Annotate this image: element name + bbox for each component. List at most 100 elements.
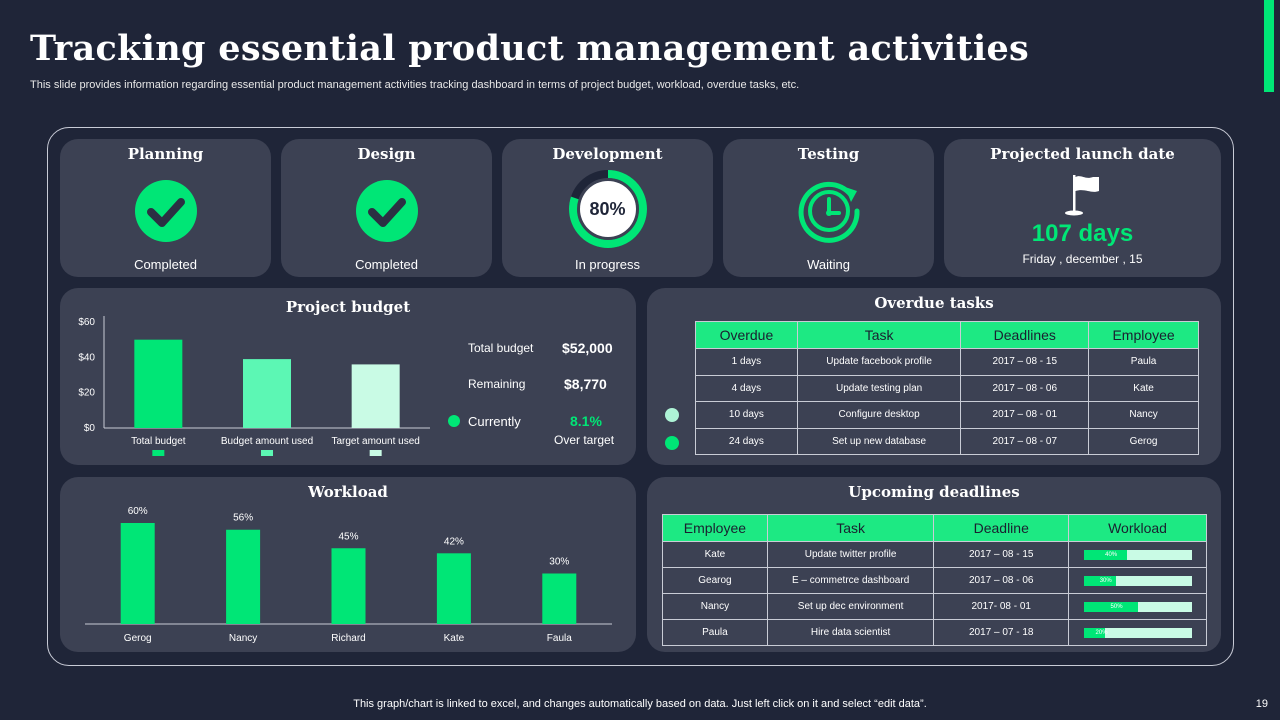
- workload-bar-fill: 30%: [1083, 575, 1116, 586]
- x-tick-label: Kate: [444, 633, 465, 644]
- x-tick-label: Gerog: [124, 633, 152, 644]
- table-cell: Update facebook profile: [796, 348, 962, 376]
- table-row: Paula Hire data scientist 2017 – 07 - 18 20…: [662, 619, 1207, 646]
- footer-note: This graph/chart is linked to excel, and…: [353, 698, 927, 710]
- table-cell: 2017 – 08 - 06: [933, 567, 1070, 594]
- check-circle-icon: [134, 179, 198, 248]
- workload-card: Workload 60% Gerog 56% Nancy 45% Richard 42% Ka…: [60, 477, 636, 652]
- currently-label: Currently: [468, 414, 521, 429]
- table-row: 4 days Update testing plan 2017 – 08 - 06 K…: [695, 374, 1199, 402]
- table-cell: Nancy: [1088, 401, 1199, 429]
- table-cell: 24 days: [695, 427, 798, 455]
- progress-ring-fill: [568, 170, 647, 248]
- stage-title: Planning: [127, 145, 204, 163]
- table-row: 1 days Update facebook profile 2017 – 08 -…: [695, 348, 1199, 376]
- data-label: 42%: [444, 536, 464, 547]
- total-budget-label: Total budget: [468, 341, 534, 355]
- y-tick-label: $40: [78, 352, 95, 363]
- legend-swatch: [369, 450, 382, 456]
- remaining-value: $8,770: [564, 376, 607, 392]
- bar: [436, 553, 471, 624]
- table-cell: 2017 – 07 - 18: [933, 619, 1070, 646]
- table-cell: Hire data scientist: [766, 619, 935, 646]
- table-cell: Update twitter profile: [766, 541, 935, 568]
- budget-chart: $0 $20 $40 $60 Total budget Budget amount use…: [78, 316, 430, 456]
- clock-refresh-icon: [795, 177, 863, 250]
- overdue-tasks-card: Overdue tasks Overdue Task Deadlines Emp…: [647, 288, 1221, 465]
- accent-bar: [1264, 0, 1274, 92]
- overdue-title: Overdue tasks: [874, 294, 994, 312]
- stage-card-testing: Testing Waiting: [723, 139, 934, 277]
- y-tick-label: $0: [84, 423, 96, 434]
- data-label: 60%: [128, 506, 148, 517]
- page-title: Tracking essential product management ac…: [30, 28, 1030, 69]
- table-cell: Update testing plan: [796, 374, 962, 402]
- table-row: 24 days Set up new database 2017 – 08 - 07…: [695, 427, 1199, 455]
- page-subtitle: This slide provides information regardin…: [30, 79, 800, 91]
- project-budget-card: Project budget $0 $20 $40 $60 Total budget Bu…: [60, 288, 636, 465]
- workload-cell: 20%: [1068, 619, 1207, 646]
- x-tick-label: Faula: [547, 633, 572, 644]
- bar: [351, 364, 400, 428]
- column-header: Workload: [1068, 514, 1207, 542]
- y-tick-label: $20: [78, 388, 95, 399]
- check-circle-icon: [355, 179, 419, 248]
- table-row: Kate Update twitter profile 2017 – 08 - 15…: [662, 541, 1207, 568]
- page-number: 19: [1255, 698, 1268, 710]
- table-cell: 10 days: [695, 401, 798, 429]
- x-tick-label: Nancy: [229, 633, 257, 644]
- table-cell: Gearog: [662, 567, 768, 594]
- data-label: 45%: [338, 531, 358, 542]
- x-tick-label: Richard: [331, 633, 365, 644]
- launch-title: Projected launch date: [990, 145, 1175, 163]
- stage-card-development: Development 80% In progress: [502, 139, 713, 277]
- workload-cell: 50%: [1068, 593, 1207, 620]
- currently-value: 8.1%: [570, 413, 602, 429]
- workload-bar-fill: 20%: [1083, 627, 1108, 638]
- table-cell: 2017 – 08 - 15: [933, 541, 1070, 568]
- table-cell: 2017 – 08 - 15: [960, 348, 1090, 376]
- workload-cell: 30%: [1068, 567, 1207, 594]
- x-tick-label: Target amount used: [331, 436, 419, 447]
- bar: [120, 523, 155, 624]
- table-cell: Paula: [1088, 348, 1199, 376]
- stage-title: Development: [552, 145, 663, 163]
- table-row: Nancy Set up dec environment 2017- 08 - 01…: [662, 593, 1207, 620]
- stage-title: Testing: [797, 145, 860, 163]
- bar: [226, 529, 261, 624]
- stage-status: Completed: [355, 257, 418, 272]
- stage-title: Design: [357, 145, 416, 163]
- column-header: Task: [796, 321, 962, 349]
- stage-card-design: Design Completed: [281, 139, 492, 277]
- table-cell: 2017 – 08 - 01: [960, 401, 1090, 429]
- x-tick-label: Total budget: [131, 436, 186, 447]
- table-cell: Configure desktop: [796, 401, 962, 429]
- upcoming-title: Upcoming deadlines: [848, 483, 1020, 501]
- y-tick-label: $60: [78, 317, 95, 328]
- table-cell: E – commetrce dashboard: [766, 567, 935, 594]
- table-cell: Paula: [662, 619, 768, 646]
- workload-bar: 20%: [1083, 627, 1192, 638]
- remaining-label: Remaining: [468, 377, 526, 391]
- table-row: Gearog E – commetrce dashboard 2017 – 08 -…: [662, 567, 1207, 594]
- column-header: Deadline: [933, 514, 1070, 542]
- workload-bar: 30%: [1083, 575, 1192, 586]
- table-cell: Set up dec environment: [766, 593, 935, 620]
- data-label: 30%: [549, 557, 569, 568]
- overdue-table: Overdue Task Deadlines Employee 1 days Up…: [695, 321, 1199, 455]
- legend-swatch: [261, 450, 273, 456]
- workload-bar: 40%: [1083, 549, 1192, 560]
- data-label: 56%: [233, 513, 253, 524]
- dashboard-frame: [47, 127, 1234, 666]
- bar: [134, 339, 183, 428]
- table-cell: Kate: [1088, 374, 1199, 402]
- progress-ring-center: [579, 181, 636, 237]
- table-row: 10 days Configure desktop 2017 – 08 - 01 Na…: [695, 401, 1199, 429]
- total-budget-value: $52,000: [562, 340, 613, 356]
- launch-card: Projected launch date 107 days Friday , …: [944, 139, 1221, 277]
- launch-date: Friday , december , 15: [1022, 252, 1143, 266]
- table-cell: 2017 – 08 - 06: [960, 374, 1090, 402]
- bar: [243, 359, 291, 428]
- column-header: Employee: [662, 514, 768, 542]
- workload-chart: 60% Gerog 56% Nancy 45% Richard 42% Kate 30% Faul…: [85, 506, 612, 644]
